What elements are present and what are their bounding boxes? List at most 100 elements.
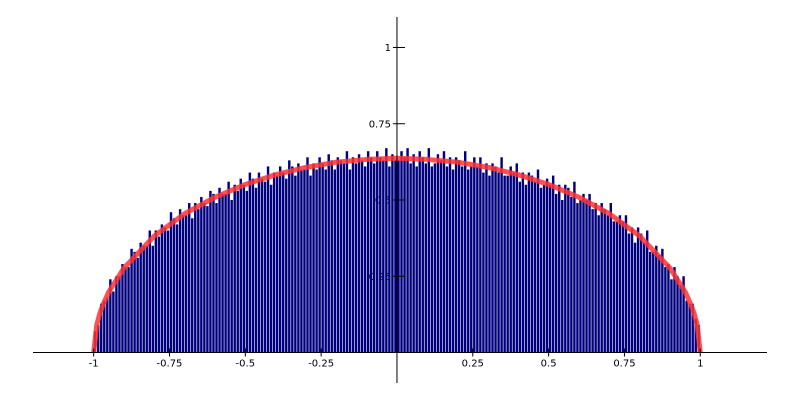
bar — [115, 276, 118, 353]
bar — [306, 157, 309, 353]
bar — [133, 251, 136, 353]
bar — [652, 251, 655, 353]
bar — [285, 178, 288, 353]
bar — [257, 172, 261, 353]
bar — [391, 154, 394, 353]
bar — [591, 209, 594, 353]
bar — [512, 172, 515, 353]
bar — [348, 169, 352, 353]
bar — [109, 279, 112, 353]
bar — [145, 245, 148, 353]
bar — [269, 184, 273, 353]
bar — [263, 181, 267, 353]
bar — [230, 200, 233, 353]
bar — [142, 245, 145, 353]
bar — [400, 151, 403, 353]
bar — [664, 267, 667, 353]
bar — [200, 196, 203, 353]
bar — [594, 203, 597, 353]
bar — [515, 163, 518, 353]
bar — [558, 184, 561, 353]
bar — [318, 157, 321, 353]
bar — [539, 187, 543, 353]
bar — [212, 193, 215, 353]
bar — [497, 172, 500, 353]
bar — [254, 187, 258, 353]
bar — [618, 215, 622, 353]
bar — [351, 157, 355, 353]
bar — [518, 181, 522, 353]
bar — [439, 160, 443, 353]
bar — [667, 264, 670, 353]
bar — [460, 166, 464, 353]
bar — [336, 157, 340, 353]
bar — [585, 200, 588, 353]
bar — [673, 267, 676, 353]
bar — [260, 178, 264, 353]
bar — [245, 190, 249, 353]
x-tick-label: -0.5 — [236, 359, 256, 370]
bar — [251, 178, 255, 353]
bar — [394, 160, 397, 353]
bar — [551, 175, 555, 353]
bar — [175, 224, 179, 353]
x-tick-label: 0.25 — [462, 359, 484, 370]
bar — [327, 154, 330, 353]
bar — [645, 230, 649, 353]
bar — [494, 166, 497, 353]
bar — [191, 218, 194, 353]
bar — [157, 236, 161, 353]
bar — [682, 276, 685, 353]
bar — [582, 193, 585, 353]
bar — [488, 175, 491, 353]
bar — [197, 209, 200, 353]
bar — [215, 203, 218, 353]
bar — [642, 242, 646, 353]
bar — [172, 218, 176, 353]
bar — [427, 148, 431, 353]
bar — [633, 242, 637, 353]
bar — [148, 230, 151, 353]
bar — [181, 215, 185, 353]
bar — [369, 157, 373, 353]
bar — [470, 166, 473, 353]
bar — [527, 172, 531, 353]
bar — [467, 169, 470, 353]
bar — [621, 221, 625, 353]
bar — [430, 166, 434, 353]
bar — [655, 245, 658, 353]
bar — [203, 203, 206, 353]
bar — [300, 169, 303, 353]
bar — [321, 163, 324, 353]
bar — [303, 169, 306, 353]
bar — [187, 203, 191, 353]
bar — [166, 230, 170, 353]
bar — [442, 151, 446, 353]
bar — [509, 166, 512, 353]
bar — [221, 193, 224, 353]
bar — [136, 257, 139, 353]
bar — [463, 151, 467, 353]
bar — [554, 193, 558, 353]
bar — [630, 227, 634, 353]
bar — [121, 264, 124, 353]
bar — [354, 163, 358, 353]
bar — [106, 297, 109, 353]
bar — [388, 166, 391, 353]
x-tick-label: -1 — [89, 359, 99, 370]
bar — [576, 203, 579, 353]
bar — [154, 230, 158, 353]
bar — [112, 291, 115, 353]
bar — [545, 178, 549, 353]
bar — [275, 175, 279, 353]
bar — [242, 184, 246, 353]
bar — [491, 163, 494, 353]
bar — [691, 303, 694, 353]
bar — [445, 166, 449, 353]
bar — [206, 206, 209, 353]
bar — [685, 300, 688, 353]
bar — [118, 276, 121, 353]
bar — [588, 193, 591, 353]
bar — [345, 151, 349, 353]
